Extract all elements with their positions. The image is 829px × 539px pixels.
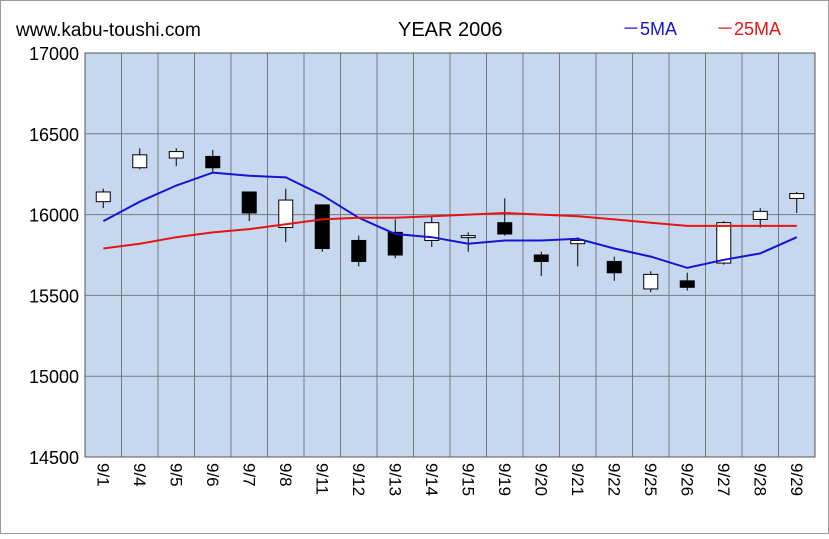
legend-25ma: －25MA bbox=[716, 19, 781, 39]
x-tick-label: 9/25 bbox=[641, 463, 660, 496]
candle-body bbox=[570, 239, 586, 245]
x-tick-label: 9/1 bbox=[93, 463, 112, 487]
x-tick-label: 9/21 bbox=[568, 463, 587, 496]
x-tick-label: 9/6 bbox=[203, 463, 222, 487]
candle-body bbox=[789, 193, 805, 199]
x-tick-label: 9/28 bbox=[750, 463, 769, 496]
y-tick-label: 15000 bbox=[29, 367, 79, 387]
plot-area: 14500 15000 15500 16000 16500 17000 9/1 9/4 9/5 9… bbox=[29, 44, 816, 496]
candle-body bbox=[168, 151, 184, 159]
candle-body bbox=[752, 210, 768, 220]
x-tick-label: 9/11 bbox=[312, 463, 331, 495]
x-tick-label: 9/5 bbox=[166, 463, 185, 487]
x-tick-label: 9/7 bbox=[239, 463, 258, 487]
candle-body bbox=[205, 155, 221, 169]
candle-body bbox=[460, 235, 476, 239]
x-tick-label: 9/13 bbox=[385, 463, 404, 496]
legend-5ma: －5MA bbox=[622, 19, 677, 39]
y-tick-label: 17000 bbox=[29, 44, 79, 64]
y-tick-label: 14500 bbox=[29, 448, 79, 468]
ma-line-5ma bbox=[102, 171, 798, 269]
ma-line-25ma bbox=[103, 211, 797, 250]
candle-body bbox=[387, 231, 403, 256]
y-tick-label: 16500 bbox=[29, 125, 79, 145]
y-tick-label: 15500 bbox=[29, 286, 79, 306]
candle-body bbox=[716, 222, 732, 264]
candle-body bbox=[351, 239, 367, 262]
chart-title: YEAR 2006 bbox=[398, 19, 503, 41]
candle-body bbox=[241, 191, 257, 214]
x-tick-label: 9/20 bbox=[531, 463, 550, 496]
site-label: www.kabu-toushi.com bbox=[15, 20, 201, 41]
x-tick-label: 9/12 bbox=[349, 463, 368, 496]
candle-body bbox=[497, 222, 513, 235]
candle-body bbox=[95, 191, 111, 203]
y-tick-label: 16000 bbox=[29, 206, 79, 226]
candle-body bbox=[606, 260, 622, 274]
candle-body bbox=[132, 154, 148, 169]
x-tick-label: 9/27 bbox=[714, 463, 733, 496]
x-tick-label: 9/26 bbox=[677, 463, 696, 496]
x-tick-label: 9/4 bbox=[130, 463, 149, 487]
plot-border bbox=[84, 52, 816, 458]
x-tick-label: 9/14 bbox=[422, 463, 441, 496]
candle-body bbox=[314, 204, 330, 250]
x-tick-label: 9/15 bbox=[458, 463, 477, 496]
candle-body bbox=[278, 199, 294, 229]
x-tick-label: 9/8 bbox=[276, 463, 295, 487]
x-tick-label: 9/19 bbox=[495, 463, 514, 496]
candle-body bbox=[533, 254, 549, 262]
x-tick-label: 9/29 bbox=[787, 463, 806, 496]
x-tick-label: 9/22 bbox=[604, 463, 623, 496]
candle-body bbox=[643, 273, 659, 290]
candle-body bbox=[679, 280, 695, 288]
